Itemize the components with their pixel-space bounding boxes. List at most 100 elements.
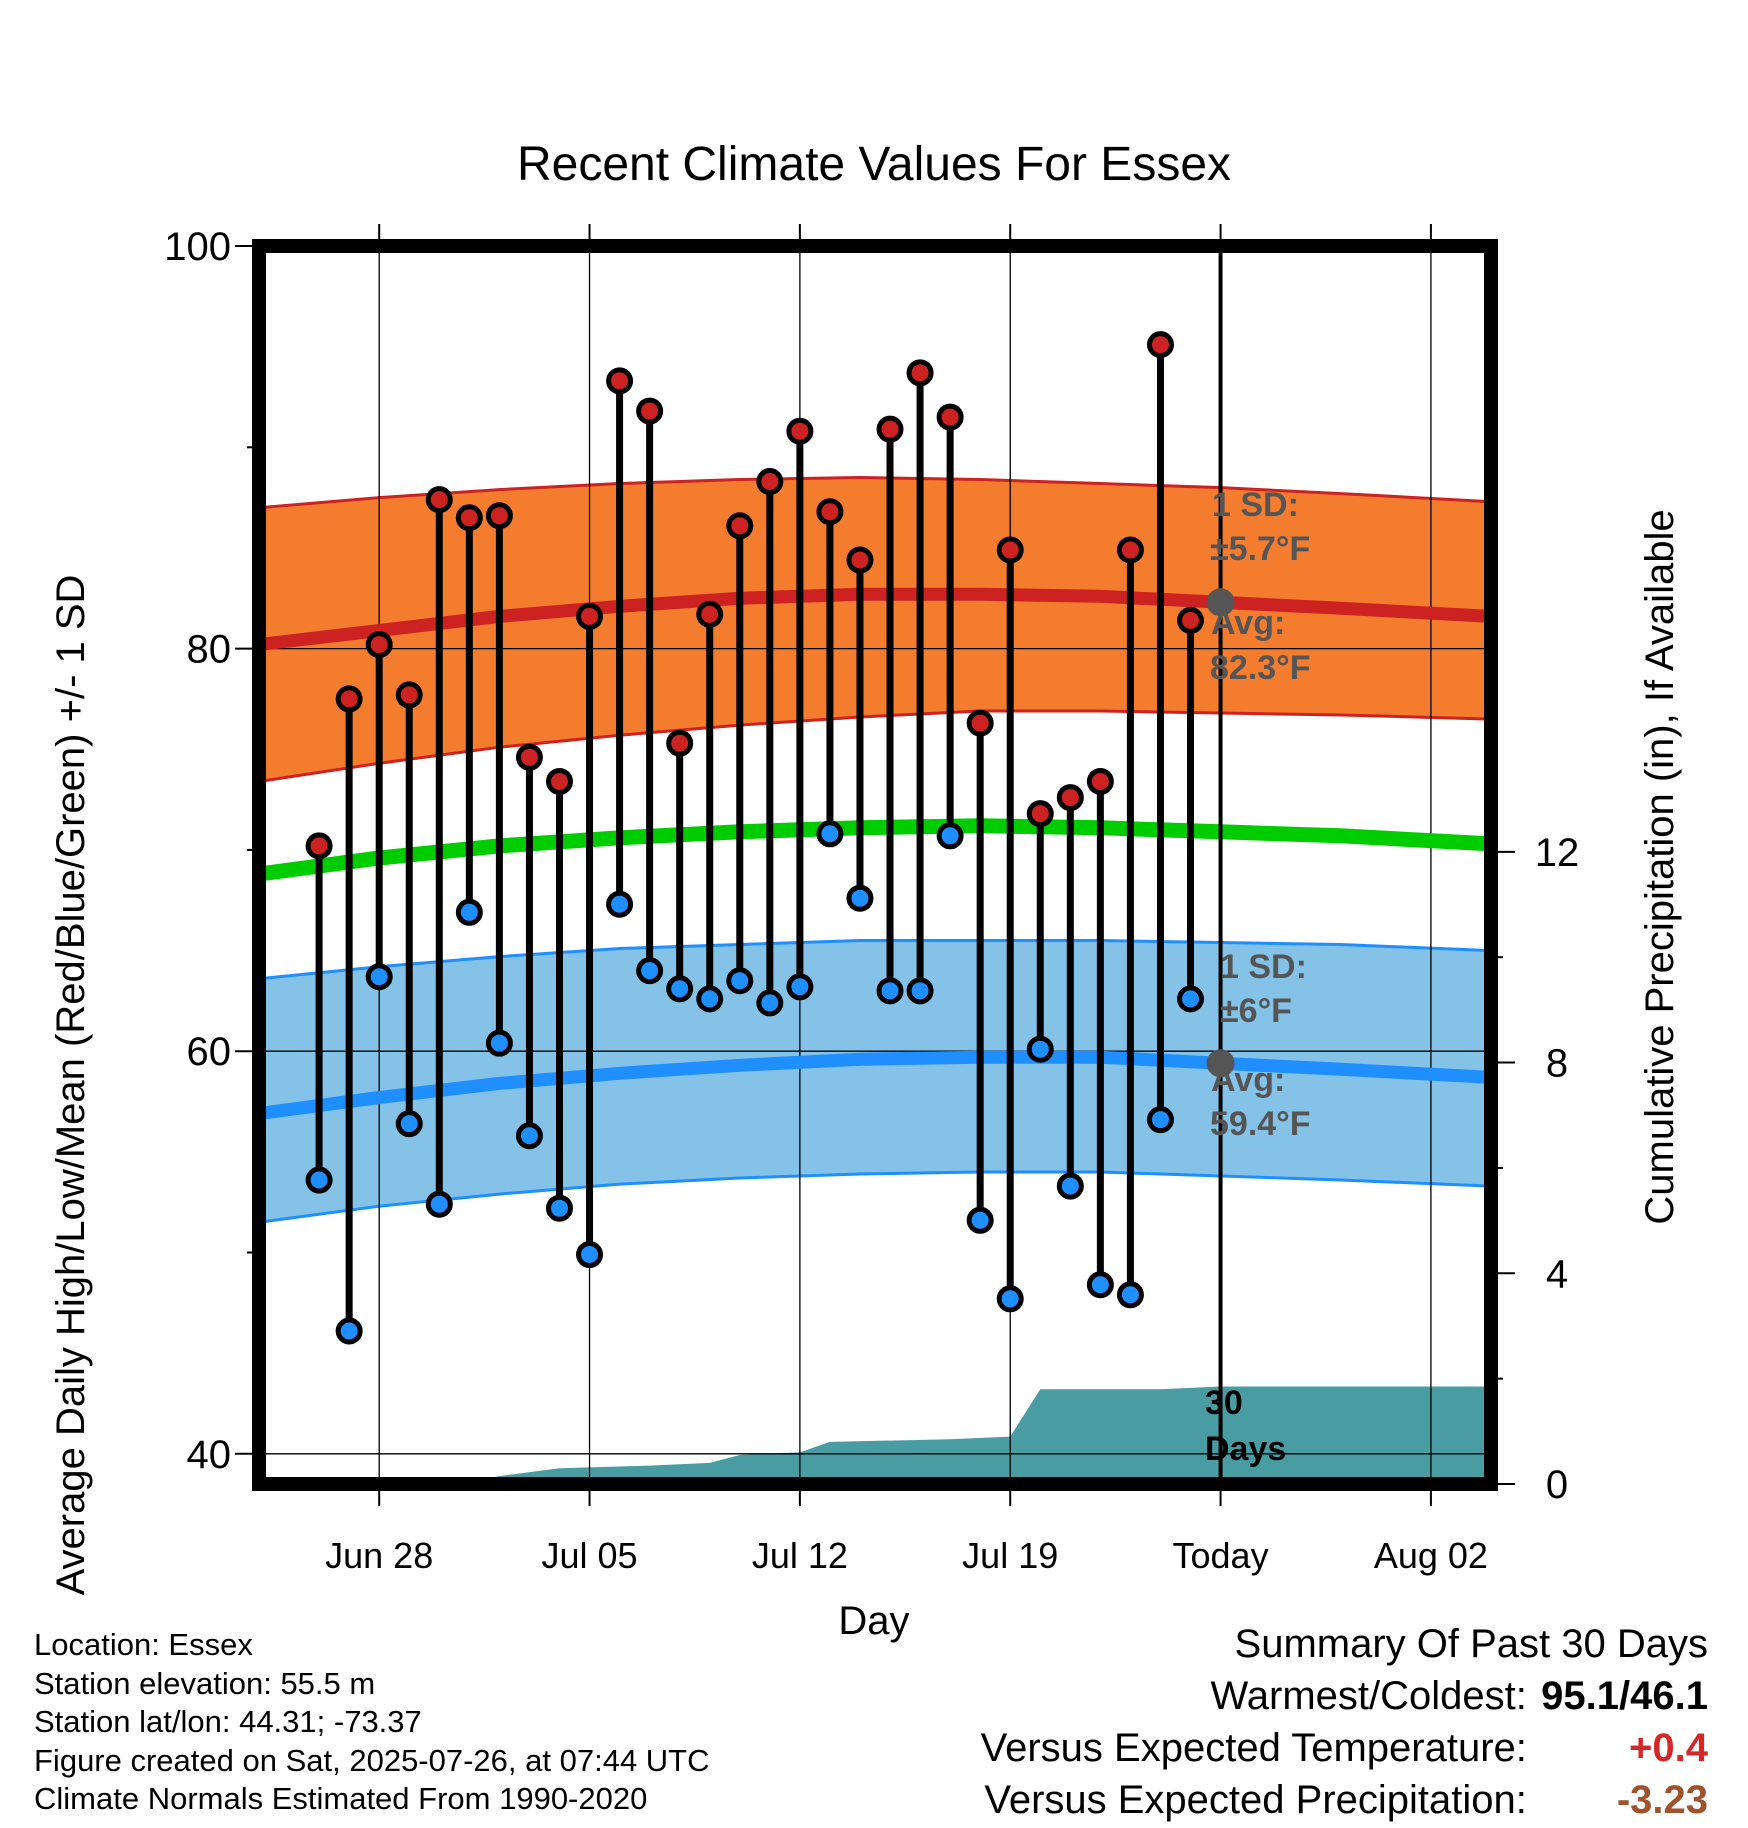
low-upper-edge (259, 939, 1491, 981)
low-point (1056, 1172, 1084, 1200)
high-point (816, 498, 844, 526)
y-axis-label: Average Daily High/Low/Mean (Red/Blue/Gr… (49, 575, 93, 1596)
high-avg-label: Avg: (1211, 604, 1285, 642)
low-sd-value: ±6°F (1220, 992, 1292, 1030)
x-tick-label: Jul 05 (541, 1535, 637, 1576)
latlon-text: Station lat/lon: 44.31; -73.37 (34, 1704, 422, 1739)
low-point (1026, 1035, 1054, 1063)
low-point (1146, 1106, 1174, 1134)
high-point (576, 602, 604, 630)
low-point (335, 1317, 363, 1345)
warm-cold-label: Warmest/Coldest: (1210, 1674, 1527, 1718)
mean-normal-line (259, 818, 1491, 882)
high-point (786, 417, 814, 445)
low-point (906, 977, 934, 1005)
station-info: Location: Essex Station elevation: 55.5 … (34, 1626, 710, 1819)
precip-label: Versus Expected Precipitation: (984, 1778, 1527, 1822)
high-point (696, 600, 724, 628)
low-point (1116, 1281, 1144, 1309)
low-point (365, 963, 393, 991)
precip-area (259, 1386, 1491, 1484)
high-point (515, 743, 543, 771)
chart-title: Recent Climate Values For Essex (517, 138, 1231, 191)
high-point (876, 415, 904, 443)
x-tick-label: Aug 02 (1374, 1535, 1488, 1576)
low-point (395, 1110, 423, 1138)
high-point (906, 359, 934, 387)
low-normal-line (259, 1050, 1491, 1121)
low-avg-label: Avg: (1211, 1061, 1285, 1099)
y2-tick-label: 8 (1546, 1042, 1568, 1086)
summary-title: Summary Of Past 30 Days (1234, 1622, 1708, 1666)
high-point (335, 685, 363, 713)
plot-inner: 1 SD: ±5.7°F Avg: 82.3°F 1 SD: ±6°F Avg: 59.4°F… (259, 246, 1491, 1484)
high-point (966, 709, 994, 737)
low-point (515, 1122, 543, 1150)
summary-warm-cold: Warmest/Coldest: 95.1/46.1 (1211, 1674, 1709, 1719)
high-point (1026, 800, 1054, 828)
low-point (936, 822, 964, 850)
low-point (1177, 985, 1205, 1013)
low-point (876, 977, 904, 1005)
high-upper-edge (259, 475, 1491, 510)
high-point (1056, 784, 1084, 812)
low-point (696, 985, 724, 1013)
summary-temp: Versus Expected Temperature: +0.4 (981, 1726, 1708, 1771)
plot-frame (252, 239, 1498, 1491)
x-tick-label: Jul 19 (962, 1535, 1058, 1576)
plot-area: 1 SD: ±5.7°F Avg: 82.3°F 1 SD: ±6°F Avg: 59.4°F… (164, 224, 1579, 1576)
normals-text: Climate Normals Estimated From 1990-2020 (34, 1781, 648, 1816)
high-point (666, 729, 694, 757)
high-point (305, 832, 333, 860)
low-lower-edge (259, 1170, 1491, 1224)
low-point (425, 1190, 453, 1218)
low-point (576, 1241, 604, 1269)
low-point (485, 1029, 513, 1057)
y-tick-label: 80 (187, 628, 232, 672)
low-point (846, 884, 874, 912)
high-sd-value: ±5.7°F (1210, 530, 1310, 568)
high-point (936, 403, 964, 431)
low-sd-label: 1 SD: (1220, 948, 1307, 986)
precip-value: -3.23 (1616, 1778, 1708, 1822)
today-low-avg-marker (1206, 1049, 1235, 1078)
high-point (636, 397, 664, 425)
high-point (365, 631, 393, 659)
low-point (606, 890, 634, 918)
y2-tick-label: 4 (1546, 1252, 1568, 1296)
low-point (636, 957, 664, 985)
low-point (996, 1285, 1024, 1313)
high-point (996, 536, 1024, 564)
days-label-line2: Days (1205, 1430, 1286, 1468)
low-point (816, 820, 844, 848)
location-text: Location: Essex (34, 1627, 253, 1662)
temp-label: Versus Expected Temperature: (980, 1726, 1527, 1770)
elevation-text: Station elevation: 55.5 m (34, 1665, 376, 1701)
high-point (846, 546, 874, 574)
high-sd-label: 1 SD: (1212, 486, 1299, 524)
y-tick-label: 40 (187, 1433, 232, 1477)
high-point (1177, 606, 1205, 634)
created-text: Figure created on Sat, 2025-07-26, at 07… (34, 1742, 710, 1778)
high-point (1116, 536, 1144, 564)
y-tick-label: 100 (164, 225, 231, 269)
high-sd-band (259, 477, 1491, 782)
high-point (726, 512, 754, 540)
temp-value: +0.4 (1629, 1726, 1708, 1770)
y2-axis-label: Cumulative Precipitation (in), If Availa… (1638, 509, 1682, 1224)
x-tick-label: Jul 12 (752, 1535, 848, 1576)
x-tick-label: Jun 28 (325, 1535, 433, 1576)
y2-tick-label: 12 (1535, 831, 1580, 875)
y-tick-label: 60 (187, 1030, 232, 1074)
y2-tick-label: 0 (1546, 1463, 1568, 1507)
days-label-line1: 30 (1205, 1384, 1243, 1422)
x-tick-label: Today (1173, 1535, 1269, 1576)
high-point (606, 367, 634, 395)
high-point (756, 468, 784, 496)
high-point (485, 502, 513, 530)
low-sd-band (259, 940, 1491, 1223)
x-axis-label: Day (838, 1599, 909, 1643)
low-point (1086, 1271, 1114, 1299)
low-point (455, 898, 483, 926)
